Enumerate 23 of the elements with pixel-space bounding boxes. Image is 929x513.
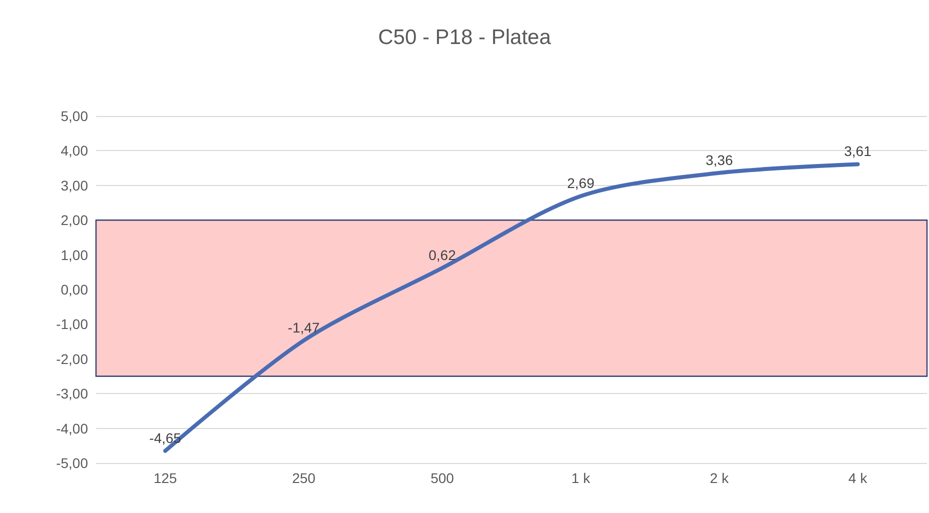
data-label: 3,61 bbox=[844, 143, 872, 160]
data-label: 3,36 bbox=[706, 152, 734, 168]
x-tick-label: 500 bbox=[430, 470, 454, 486]
y-tick-label: 4,00 bbox=[60, 142, 88, 159]
y-tick-label: 5,00 bbox=[60, 108, 88, 124]
x-tick-label: 4 k bbox=[848, 470, 868, 486]
y-tick-label: 2,00 bbox=[60, 212, 88, 228]
x-tick-label: 250 bbox=[292, 470, 316, 486]
y-tick-label: 0,00 bbox=[60, 282, 88, 298]
y-tick-label: -5,00 bbox=[56, 455, 88, 471]
data-label: 2,69 bbox=[567, 175, 595, 192]
data-label: 0,62 bbox=[428, 246, 456, 263]
y-tick-label: -2,00 bbox=[56, 350, 88, 367]
y-tick-label: -3,00 bbox=[56, 386, 88, 402]
y-tick-label: 3,00 bbox=[60, 177, 88, 194]
y-tick-label: 1,00 bbox=[60, 246, 88, 263]
data-label: -1,47 bbox=[288, 320, 320, 336]
chart-title: C50 - P18 - Platea bbox=[378, 26, 552, 49]
x-tick-label: 2 k bbox=[710, 470, 730, 486]
y-tick-label: -1,00 bbox=[56, 316, 88, 332]
x-tick-label: 1 k bbox=[571, 470, 592, 486]
y-tick-label: -4,00 bbox=[56, 420, 88, 436]
x-tick-label: 125 bbox=[154, 470, 178, 486]
